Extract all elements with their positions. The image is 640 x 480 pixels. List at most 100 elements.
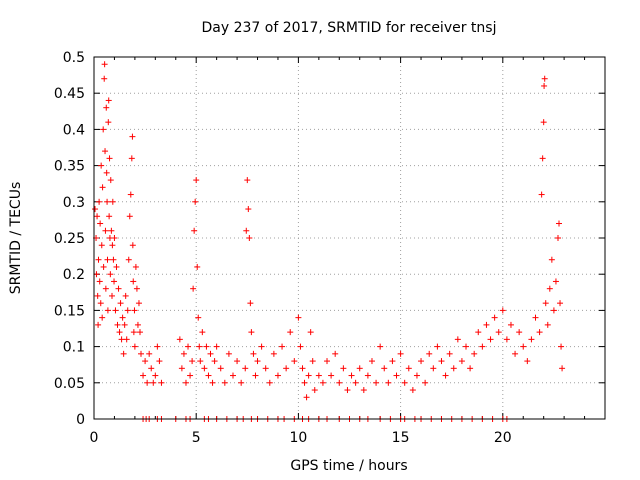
data-point — [190, 285, 197, 292]
data-point — [368, 358, 375, 365]
data-point — [107, 177, 114, 184]
data-point — [103, 169, 110, 176]
data-point — [144, 379, 151, 386]
data-point — [110, 256, 117, 263]
data-point — [247, 300, 254, 307]
data-point — [262, 365, 269, 372]
x-tick-label: 0 — [90, 430, 99, 446]
data-point — [332, 350, 339, 357]
data-point — [108, 292, 115, 299]
data-point — [114, 321, 121, 328]
data-point — [129, 242, 136, 249]
data-point — [203, 343, 210, 350]
data-point — [305, 372, 312, 379]
data-point — [191, 227, 198, 234]
data-point — [409, 387, 416, 394]
data-point — [180, 350, 187, 357]
data-point — [426, 350, 433, 357]
data-point — [295, 314, 302, 321]
data-point — [495, 329, 502, 336]
data-point — [539, 155, 546, 162]
data-point — [248, 329, 255, 336]
data-point — [418, 358, 425, 365]
data-point — [130, 329, 137, 336]
data-point — [536, 329, 543, 336]
data-point — [117, 300, 124, 307]
data-point — [122, 292, 129, 299]
data-point — [193, 177, 200, 184]
data-point — [336, 379, 343, 386]
data-point — [217, 365, 224, 372]
data-point — [108, 227, 115, 234]
data-point — [503, 336, 510, 343]
data-point — [377, 343, 384, 350]
data-point — [185, 343, 192, 350]
data-point — [283, 365, 290, 372]
data-point — [118, 336, 125, 343]
data-point — [244, 177, 251, 184]
data-point — [99, 184, 106, 191]
data-point — [127, 191, 134, 198]
data-point — [381, 365, 388, 372]
data-point — [252, 372, 259, 379]
data-point — [128, 155, 135, 162]
data-point — [479, 343, 486, 350]
data-point — [301, 379, 308, 386]
data-point — [96, 198, 103, 205]
y-tick-label: 0.4 — [63, 122, 85, 138]
data-point — [100, 263, 107, 270]
data-point — [471, 350, 478, 357]
data-point — [140, 372, 147, 379]
data-point — [413, 372, 420, 379]
data-point — [559, 365, 566, 372]
data-point — [348, 372, 355, 379]
data-point — [124, 307, 131, 314]
data-point — [287, 329, 294, 336]
data-point — [373, 379, 380, 386]
data-point — [557, 300, 564, 307]
data-point — [266, 379, 273, 386]
data-point — [270, 350, 277, 357]
data-point — [195, 314, 202, 321]
data-point — [187, 372, 194, 379]
data-point — [246, 235, 253, 241]
x-axis-label: GPS time / hours — [290, 458, 407, 474]
data-point — [101, 75, 108, 82]
data-point — [105, 97, 112, 104]
data-point — [95, 256, 102, 263]
data-point — [135, 300, 142, 307]
data-point — [138, 350, 145, 357]
data-point — [197, 358, 204, 365]
data-point — [340, 365, 347, 372]
data-point — [225, 350, 232, 357]
data-point — [199, 329, 206, 336]
y-tick-label: 0.2 — [63, 267, 85, 283]
data-point — [385, 379, 392, 386]
y-tick-label: 0.5 — [63, 50, 85, 66]
data-point — [550, 307, 557, 314]
data-point — [234, 358, 241, 365]
data-point — [446, 350, 453, 357]
data-point — [405, 365, 412, 372]
data-point — [528, 336, 535, 343]
data-point — [158, 379, 165, 386]
data-point — [243, 227, 250, 234]
x-tick-label: 15 — [392, 430, 410, 446]
data-point — [250, 350, 257, 357]
data-point — [97, 220, 104, 227]
data-point — [107, 271, 114, 278]
tick-layer: 0 0.05 0.1 0.15 0.2 0.25 0.3 0.35 0.4 0.45 0.5 0 5 10… — [54, 50, 605, 446]
data-point — [103, 104, 110, 111]
data-point — [393, 372, 400, 379]
data-point — [102, 148, 109, 155]
data-point — [430, 365, 437, 372]
data-point — [242, 365, 249, 372]
data-point — [360, 387, 367, 394]
data-point — [364, 372, 371, 379]
y-tick-label: 0.25 — [54, 231, 85, 247]
data-point — [189, 358, 196, 365]
data-point — [120, 350, 127, 357]
data-point — [113, 263, 120, 270]
data-point — [100, 126, 107, 133]
data-point — [315, 372, 322, 379]
